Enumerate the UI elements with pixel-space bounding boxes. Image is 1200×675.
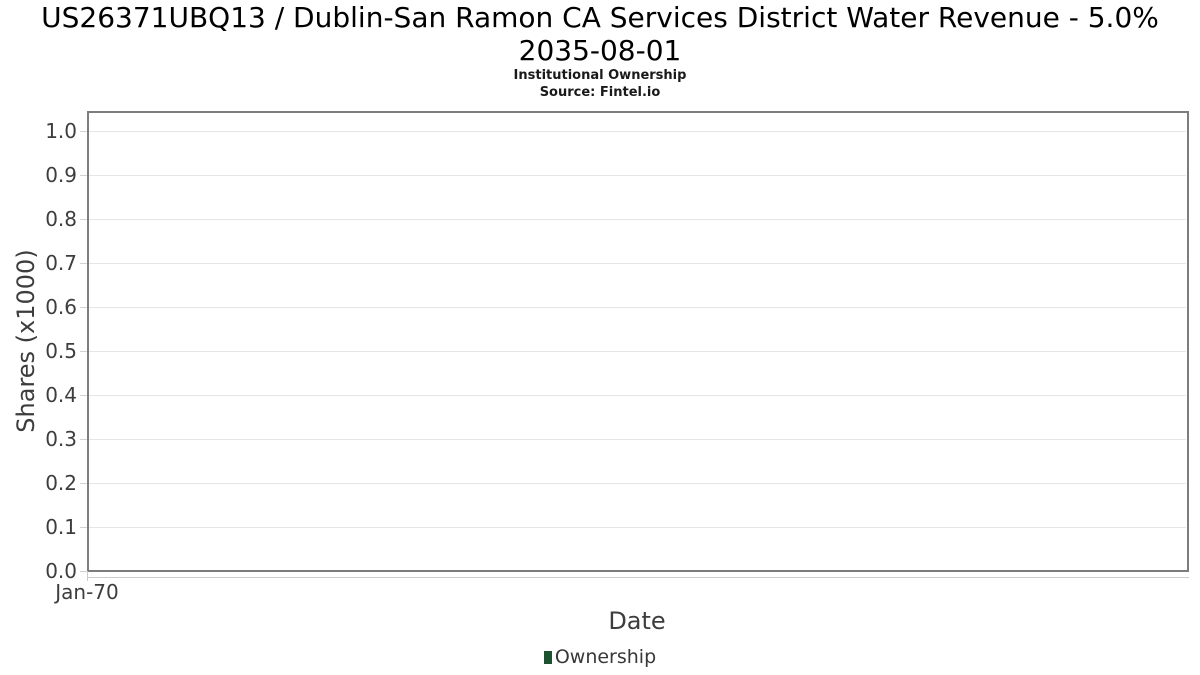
y-tick-label: 0.2 bbox=[45, 471, 77, 495]
chart-title: US26371UBQ13 / Dublin-San Ramon CA Servi… bbox=[0, 1, 1200, 67]
y-tick-mark bbox=[80, 395, 87, 396]
y-tick-mark bbox=[80, 219, 87, 220]
x-axis-line bbox=[87, 577, 1189, 578]
y-tick-mark bbox=[80, 351, 87, 352]
plot-area bbox=[87, 111, 1189, 572]
y-tick-mark bbox=[80, 483, 87, 484]
gridline bbox=[89, 527, 1186, 528]
y-tick-mark bbox=[80, 263, 87, 264]
x-tick-label: Jan-70 bbox=[55, 580, 119, 604]
chart-subtitle: Institutional Ownership bbox=[513, 68, 687, 83]
legend: Ownership bbox=[0, 644, 1200, 670]
y-tick-label: 0.3 bbox=[45, 427, 77, 451]
y-tick-label: 0.8 bbox=[45, 207, 77, 231]
chart-title-line1: US26371UBQ13 / Dublin-San Ramon CA Servi… bbox=[41, 1, 1159, 34]
y-tick-mark bbox=[80, 439, 87, 440]
y-tick-label: 1.0 bbox=[45, 119, 77, 143]
y-tick-label: 0.0 bbox=[45, 559, 77, 583]
gridline bbox=[89, 175, 1186, 176]
chart-title-line2: 2035-08-01 bbox=[518, 34, 682, 67]
y-tick-mark bbox=[80, 175, 87, 176]
chart-source-credit: Source: Fintel.io bbox=[539, 85, 661, 100]
gridline bbox=[89, 439, 1186, 440]
gridline bbox=[89, 307, 1186, 308]
gridline bbox=[89, 263, 1186, 264]
x-axis-title: Date bbox=[608, 607, 666, 635]
gridline bbox=[89, 351, 1186, 352]
x-axis-tick bbox=[87, 571, 88, 581]
y-tick-label: 0.6 bbox=[45, 295, 77, 319]
y-tick-label: 0.4 bbox=[45, 383, 77, 407]
y-tick-mark bbox=[80, 527, 87, 528]
y-tick-mark bbox=[80, 131, 87, 132]
gridline bbox=[89, 131, 1186, 132]
legend-label-ownership: Ownership bbox=[554, 646, 657, 668]
y-tick-label: 0.7 bbox=[45, 251, 77, 275]
y-tick-label: 0.1 bbox=[45, 515, 77, 539]
legend-marker-ownership bbox=[543, 650, 552, 664]
y-tick-mark bbox=[80, 307, 87, 308]
y-tick-label: 0.9 bbox=[45, 163, 77, 187]
gridline bbox=[89, 483, 1186, 484]
gridline bbox=[89, 219, 1186, 220]
gridline bbox=[89, 395, 1186, 396]
y-tick-label: 0.5 bbox=[45, 339, 77, 363]
y-tick-mark bbox=[80, 571, 87, 572]
